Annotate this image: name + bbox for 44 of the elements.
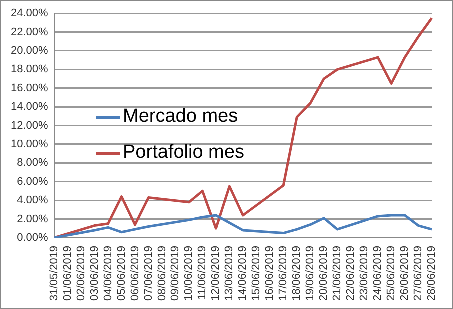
x-tick-label: 01/06/2019 xyxy=(62,246,74,302)
x-tick-label: 19/06/2019 xyxy=(304,246,317,302)
x-tick-label: 17/06/2019 xyxy=(278,246,290,302)
x-tick-label: 07/06/2019 xyxy=(142,246,155,302)
y-tick-label: 20.00% xyxy=(10,45,49,58)
legend-label: Mercado mes xyxy=(123,106,238,128)
x-tick-label: 22/06/2019 xyxy=(345,246,358,302)
x-tick-label: 12/06/2019 xyxy=(210,246,222,302)
x-tick-label: 11/06/2019 xyxy=(196,246,209,300)
x-tick-label: 03/06/2019 xyxy=(88,246,101,302)
y-tick-label: 10.00% xyxy=(10,138,49,150)
x-tick-label: 14/06/2019 xyxy=(237,246,250,302)
x-tick-label: 15/06/2019 xyxy=(250,246,263,302)
x-tick-label: 23/06/2019 xyxy=(358,246,371,302)
x-tick-label: 05/06/2019 xyxy=(116,246,128,302)
x-tick-label: 24/06/2019 xyxy=(372,246,384,302)
x-tick-label: 16/06/2019 xyxy=(264,246,276,302)
y-tick-label: 2.00% xyxy=(17,213,49,226)
x-tick-label: 06/06/2019 xyxy=(129,246,142,302)
x-tick-label: 13/06/2019 xyxy=(224,246,236,302)
y-tick-label: 4.00% xyxy=(17,194,49,207)
y-tick-label: 6.00% xyxy=(17,176,49,188)
y-tick-label: 8.00% xyxy=(17,157,49,170)
y-tick-label: 0.00% xyxy=(17,232,49,244)
x-tick-label: 25/06/2019 xyxy=(386,246,398,302)
x-tick-label: 10/06/2019 xyxy=(183,246,196,302)
y-tick-label: 12.00% xyxy=(10,120,49,132)
x-tick-label: 02/06/2019 xyxy=(75,246,88,302)
x-tick-label: 18/06/2019 xyxy=(291,246,304,302)
x-tick-label: 21/06/2019 xyxy=(332,246,344,302)
x-tick-label: 27/06/2019 xyxy=(412,246,425,302)
y-tick-label: 14.00% xyxy=(10,101,49,114)
x-tick-label: 28/06/2019 xyxy=(426,246,438,302)
x-tick-label: 26/06/2019 xyxy=(399,246,412,302)
x-tick-label: 09/06/2019 xyxy=(170,246,182,302)
y-tick-label: 16.00% xyxy=(10,82,49,94)
x-tick-label: 20/06/2019 xyxy=(318,246,330,302)
y-tick-label: 22.00% xyxy=(10,26,49,38)
x-tick-label: 04/06/2019 xyxy=(102,246,114,302)
y-tick-label: 24.00% xyxy=(10,8,49,20)
legend-label: Portafolio mes xyxy=(123,142,244,164)
y-tick-label: 18.00% xyxy=(10,64,49,76)
x-tick-label: 31/05/2019 xyxy=(48,246,60,302)
x-tick-label: 08/06/2019 xyxy=(156,246,168,302)
